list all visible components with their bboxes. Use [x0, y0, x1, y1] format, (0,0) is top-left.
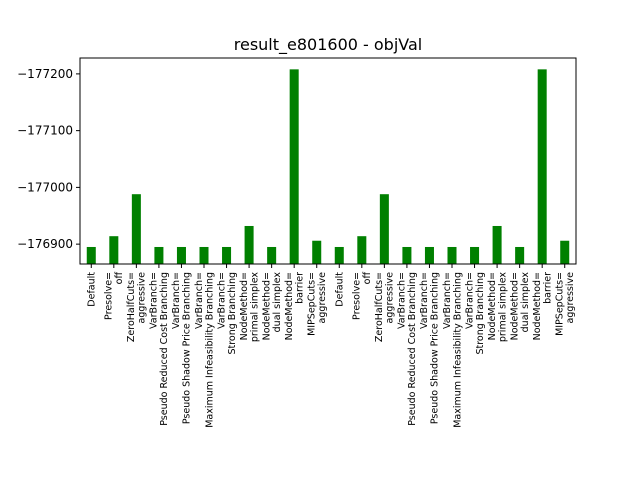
y-tick-label: −176900	[17, 237, 73, 251]
bar-15	[402, 246, 412, 264]
bar-1	[86, 246, 96, 264]
x-tick-label: NodeMethod=	[239, 272, 250, 340]
x-tick-label: NodeMethod=	[487, 272, 498, 340]
bar-11	[312, 240, 322, 264]
x-tick-label: Pseudo Reduced Cost Branching	[159, 272, 170, 426]
bar-5	[176, 246, 186, 264]
x-tick-label: Pseudo Shadow Price Branching	[430, 272, 441, 424]
x-tick-label: dual simplex	[272, 272, 283, 333]
y-tick-label: −177200	[17, 67, 73, 81]
x-tick-label: Presolve=	[104, 272, 115, 320]
x-tick-label: MIPSepCuts=	[554, 272, 565, 336]
bar-12	[334, 246, 344, 264]
bar-22	[560, 240, 570, 264]
x-tick-label: Maximum Infeasibility Branching	[452, 272, 463, 428]
bar-2	[109, 236, 119, 264]
bar-7	[222, 246, 232, 264]
bars-group	[86, 69, 570, 264]
bar-3	[131, 194, 141, 264]
x-tick-label: VarBranch=	[464, 272, 475, 329]
x-tick-label: ZeroHalfCuts=	[126, 272, 137, 342]
x-axis: Default Presolve= off ZeroHalfCuts= aggressi…	[86, 264, 576, 428]
x-tick-label: VarBranch=	[149, 272, 160, 329]
x-tick-label: Default	[334, 272, 345, 307]
bar-14	[379, 194, 389, 264]
bar-9	[267, 246, 277, 264]
y-tick-label: −177000	[17, 180, 73, 194]
x-tick-label: primal simplex	[249, 272, 260, 343]
x-tick-label: Maximum Infeasibility Branching	[204, 272, 215, 428]
x-tick-label: NodeMethod=	[509, 272, 520, 340]
x-tick-label: Strong Branching	[227, 272, 238, 355]
x-tick-label: barrier	[542, 272, 553, 304]
x-tick-label: NodeMethod=	[284, 272, 295, 340]
x-tick-label: VarBranch=	[194, 272, 205, 329]
x-tick-label: VarBranch=	[419, 272, 430, 329]
x-tick-label: dual simplex	[520, 272, 531, 333]
x-tick-label: VarBranch=	[442, 272, 453, 329]
x-tick-label: Default	[86, 272, 97, 307]
x-tick-label: VarBranch=	[171, 272, 182, 329]
x-tick-label: Strong Branching	[475, 272, 486, 355]
bar-4	[154, 246, 164, 264]
x-tick-label: aggressive	[317, 272, 328, 324]
x-tick-label: off	[114, 272, 125, 285]
x-tick-label: Presolve=	[352, 272, 363, 320]
bar-16	[424, 246, 434, 264]
x-tick-label: primal simplex	[497, 272, 508, 343]
x-tick-label: NodeMethod=	[532, 272, 543, 340]
x-tick-label: Pseudo Shadow Price Branching	[182, 272, 193, 424]
bar-6	[199, 246, 209, 264]
bar-18	[470, 246, 480, 264]
x-tick-label: aggressive	[565, 272, 576, 324]
x-tick-label: VarBranch=	[397, 272, 408, 329]
bar-8	[244, 225, 254, 264]
y-tick-label: −177100	[17, 124, 73, 138]
x-tick-label: ZeroHalfCuts=	[374, 272, 385, 342]
chart-title: result_e801600 - objVal	[234, 35, 422, 55]
bar-13	[357, 236, 367, 264]
bar-21	[537, 69, 547, 264]
x-tick-label: aggressive	[385, 272, 396, 324]
x-tick-label: MIPSepCuts=	[306, 272, 317, 336]
x-tick-label: aggressive	[137, 272, 148, 324]
bar-17	[447, 246, 457, 264]
x-tick-label: barrier	[294, 272, 305, 304]
x-tick-label: Pseudo Reduced Cost Branching	[407, 272, 418, 426]
plot-frame	[79, 57, 577, 265]
bar-19	[492, 225, 502, 264]
x-tick-label: off	[362, 272, 373, 285]
y-axis: −176900 −177000 −177100 −177200	[17, 67, 80, 251]
x-tick-label: VarBranch=	[216, 272, 227, 329]
bar-10	[289, 69, 299, 264]
x-tick-label: NodeMethod=	[261, 272, 272, 340]
bar-20	[515, 246, 525, 264]
